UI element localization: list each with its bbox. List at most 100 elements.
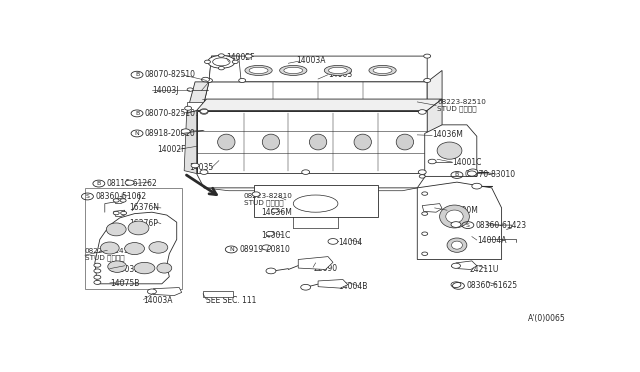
Text: 14003A: 14003A: [296, 56, 325, 65]
Circle shape: [419, 175, 425, 178]
Circle shape: [266, 268, 276, 274]
Circle shape: [218, 67, 225, 70]
Ellipse shape: [396, 134, 413, 150]
Circle shape: [191, 163, 199, 168]
Circle shape: [94, 280, 101, 284]
Circle shape: [239, 78, 246, 83]
Text: N: N: [229, 247, 234, 252]
Circle shape: [422, 192, 428, 195]
Ellipse shape: [157, 263, 172, 273]
Ellipse shape: [245, 65, 272, 76]
Text: STUD スタッド: STUD スタッド: [437, 106, 477, 112]
Ellipse shape: [284, 67, 303, 74]
Circle shape: [232, 60, 238, 64]
Circle shape: [94, 269, 101, 273]
Polygon shape: [428, 70, 442, 113]
Ellipse shape: [208, 55, 235, 68]
Circle shape: [121, 211, 127, 215]
Circle shape: [218, 54, 225, 57]
Polygon shape: [187, 102, 202, 115]
Circle shape: [94, 275, 101, 279]
Text: 14004: 14004: [338, 238, 362, 247]
Text: STUD スタッド: STUD スタッド: [85, 255, 125, 262]
Circle shape: [419, 170, 426, 174]
Polygon shape: [428, 99, 442, 173]
Ellipse shape: [451, 241, 463, 249]
Text: 14036M: 14036M: [432, 130, 463, 140]
Polygon shape: [184, 110, 196, 173]
Circle shape: [120, 199, 126, 202]
Text: 16376N: 16376N: [129, 203, 159, 212]
Ellipse shape: [369, 65, 396, 76]
Circle shape: [451, 222, 461, 227]
Circle shape: [468, 169, 478, 175]
Circle shape: [328, 238, 338, 244]
Polygon shape: [417, 182, 502, 260]
Circle shape: [271, 209, 278, 213]
Text: 08918-20810: 08918-20810: [145, 129, 196, 138]
Ellipse shape: [447, 238, 467, 252]
Polygon shape: [187, 82, 209, 113]
Circle shape: [428, 159, 436, 164]
Polygon shape: [425, 125, 477, 176]
FancyBboxPatch shape: [85, 189, 182, 289]
Text: 14036M: 14036M: [261, 208, 292, 217]
Circle shape: [467, 171, 476, 176]
Circle shape: [200, 109, 208, 113]
Text: 22690: 22690: [313, 264, 337, 273]
Ellipse shape: [328, 67, 348, 74]
Text: 14001C: 14001C: [452, 158, 481, 167]
Text: 16376P: 16376P: [129, 219, 159, 228]
Ellipse shape: [354, 134, 371, 150]
Circle shape: [451, 282, 461, 288]
Ellipse shape: [128, 221, 149, 235]
Circle shape: [424, 54, 431, 58]
Circle shape: [419, 110, 426, 114]
Text: 08360-61423: 08360-61423: [476, 221, 527, 230]
Text: 24211U: 24211U: [469, 265, 499, 274]
Text: SEE SEC. 111: SEE SEC. 111: [207, 296, 257, 305]
Ellipse shape: [100, 242, 119, 254]
Text: A'(0)0065: A'(0)0065: [529, 314, 566, 323]
Circle shape: [113, 211, 119, 215]
Text: 08070-83010: 08070-83010: [465, 170, 516, 179]
Circle shape: [266, 231, 274, 236]
Text: 14003A: 14003A: [143, 296, 173, 305]
Circle shape: [301, 170, 310, 174]
Text: 14001C: 14001C: [261, 231, 291, 240]
Circle shape: [185, 106, 191, 110]
Ellipse shape: [108, 261, 127, 272]
Ellipse shape: [218, 134, 235, 150]
Circle shape: [245, 54, 252, 58]
Text: 14003B: 14003B: [110, 265, 139, 274]
Ellipse shape: [249, 67, 268, 74]
Ellipse shape: [373, 67, 392, 74]
Polygon shape: [154, 288, 182, 296]
Circle shape: [202, 77, 209, 82]
Text: 08223-82810: 08223-82810: [244, 193, 292, 199]
Text: S: S: [86, 194, 90, 199]
Circle shape: [422, 252, 428, 256]
Text: N: N: [134, 131, 140, 136]
Circle shape: [147, 289, 156, 294]
Text: 14003J: 14003J: [152, 86, 179, 95]
Text: 08070-82510: 08070-82510: [145, 109, 196, 118]
Circle shape: [113, 199, 119, 202]
Text: 08110-61262: 08110-61262: [107, 179, 157, 188]
Text: 08226-61410: 08226-61410: [85, 248, 134, 254]
Circle shape: [262, 245, 271, 250]
Ellipse shape: [440, 205, 469, 228]
Polygon shape: [202, 82, 428, 113]
Polygon shape: [196, 110, 428, 173]
Text: B: B: [97, 181, 101, 186]
Text: 14002F: 14002F: [157, 145, 186, 154]
Text: S: S: [456, 283, 460, 288]
Ellipse shape: [280, 65, 307, 76]
Ellipse shape: [106, 223, 126, 236]
Text: 14003: 14003: [328, 70, 352, 79]
Circle shape: [252, 192, 260, 196]
Ellipse shape: [262, 134, 280, 150]
Circle shape: [200, 170, 208, 174]
Text: 14002F: 14002F: [227, 53, 255, 62]
Ellipse shape: [293, 195, 338, 212]
